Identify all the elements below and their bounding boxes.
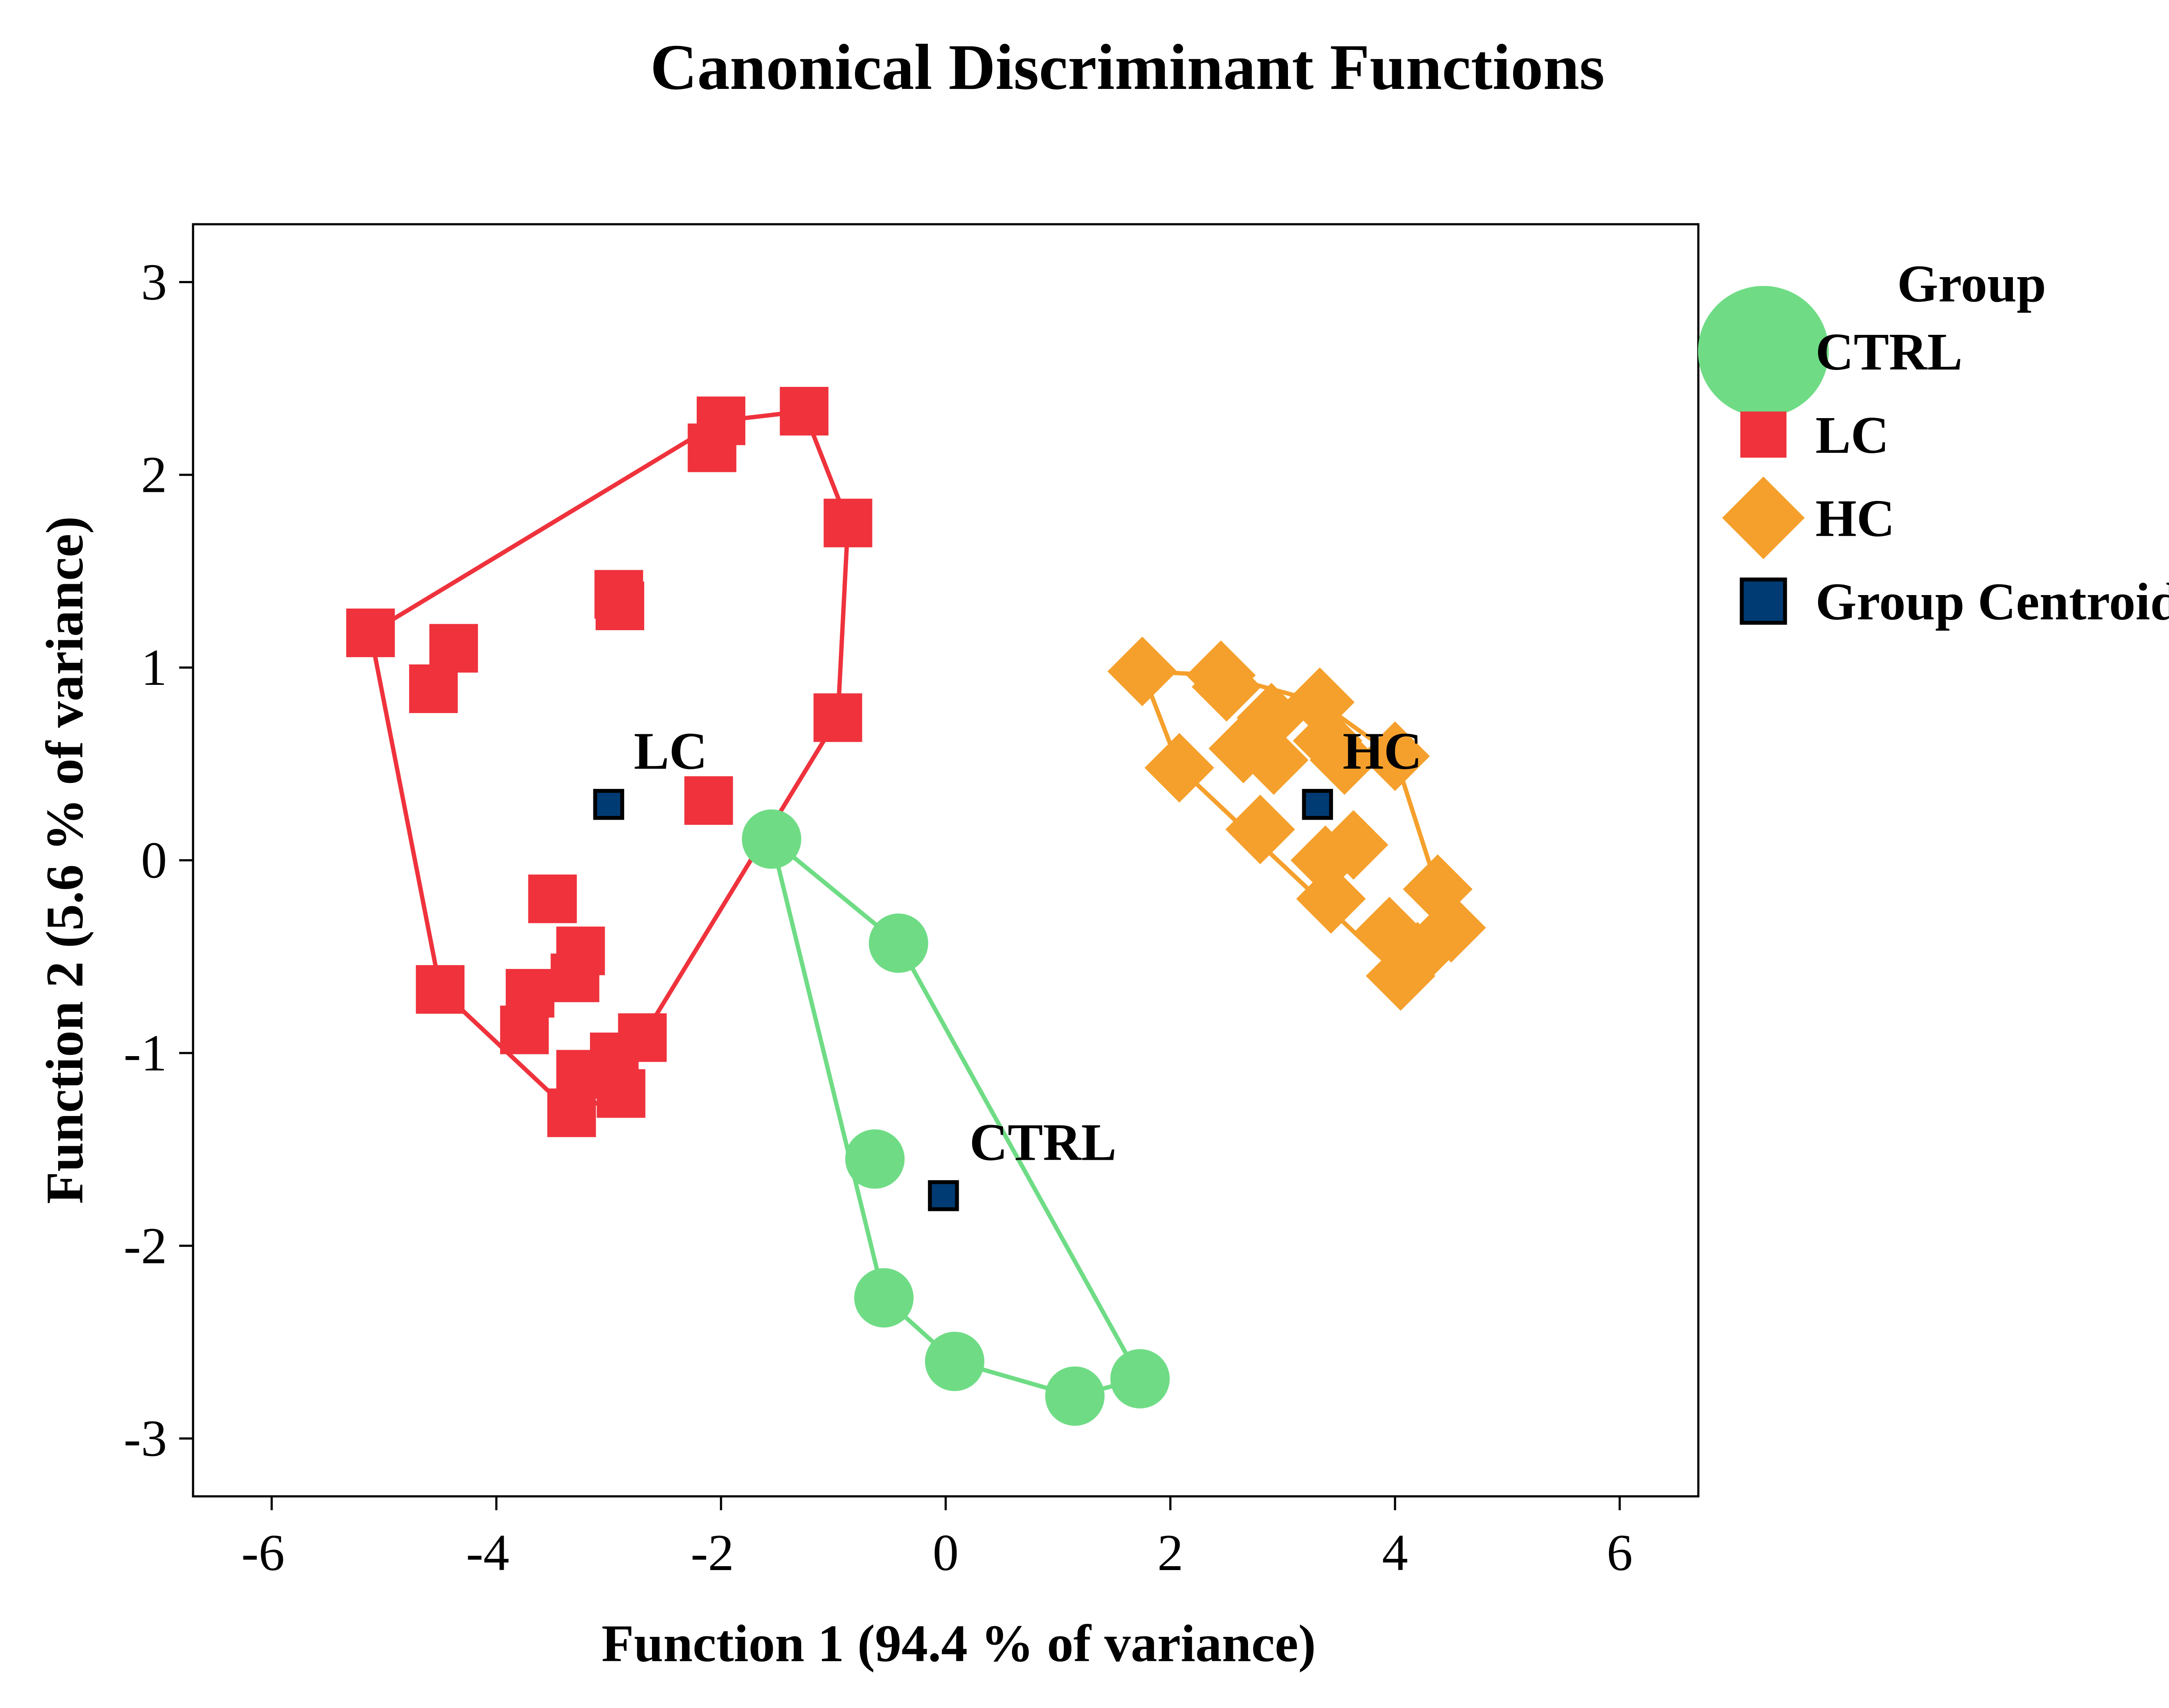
ctrl-point [925,1332,985,1391]
hc-point [1291,825,1360,895]
hc-point [1293,706,1363,776]
hc-point [1107,636,1177,707]
lc-point [550,953,600,1002]
y-tick-label: 1 [141,638,167,696]
group-centroids: LC HC CTRL [593,722,1422,1211]
hc-point [1366,941,1436,1011]
hc-centroid [1302,789,1333,820]
x-tick-label: 2 [1157,1524,1183,1581]
hc-point [1285,667,1355,737]
y-tick-label: -3 [124,1410,167,1467]
x-axis: -6 -4 -2 0 2 4 6 [241,1496,1633,1581]
y-tick-label: 2 [141,446,167,504]
ctrl-point [1110,1349,1170,1409]
hc-point [1296,864,1366,934]
ctrl-centroid [928,1180,959,1211]
lc-point [684,776,733,825]
legend-ctrl-label: CTRL [1815,323,1963,381]
hc-point [1236,683,1307,753]
hc-point [1144,733,1214,803]
lc-point [547,1088,596,1137]
x-tick-label: 6 [1607,1524,1633,1581]
data-points [346,387,1486,1426]
ctrl-point [1045,1366,1105,1426]
y-tick-label: -2 [124,1217,167,1274]
hc-centroid-label: HC [1343,722,1422,781]
lc-point [697,396,746,445]
plot-frame [192,223,1700,1498]
y-tick-label: -1 [124,1024,167,1082]
legend-lc-label: LC [1815,406,1889,465]
x-tick-label: 0 [933,1524,959,1581]
ctrl-point [845,1129,905,1189]
lc-point [500,1005,549,1054]
lc-point [595,581,645,630]
lc-centroid [593,789,624,820]
ctrl-point [742,809,802,869]
legend-hc-label: HC [1815,489,1895,548]
ctrl-point [868,913,928,973]
y-axis-label: Function 2 (5.6 % of variance) [36,516,94,1204]
y-tick-label: 0 [141,831,167,889]
lc-point [813,693,862,742]
hc-point [1225,795,1295,864]
hc-point [1238,725,1309,795]
legend-lc-swatch [1740,411,1787,458]
x-tick-label: -6 [241,1524,285,1581]
hc-point [1208,713,1278,783]
hc-point [1192,652,1261,722]
hc-point [1310,725,1379,795]
lc-point [409,664,458,713]
lc-point [596,1069,645,1118]
y-tick-label: 3 [141,253,167,311]
x-axis-label: Function 1 (94.4 % of variance) [602,1614,1316,1673]
y-axis: -3 -2 -1 0 1 2 3 [124,253,193,1467]
lc-point [528,874,577,923]
chart-title: Canonical Discriminant Functions [650,31,1605,103]
legend-hc-swatch [1722,476,1805,560]
legend-ctrl-swatch [1698,286,1829,417]
hc-point [1360,721,1430,791]
lc-point [780,387,829,436]
x-tick-label: 4 [1382,1524,1408,1581]
legend-title: Group [1897,255,2046,313]
lc-centroid-label: LC [634,722,707,781]
legend-group-centroid-label: Group Centroid [1815,573,2169,631]
hc-point [1416,893,1486,963]
hc-point [1354,897,1425,967]
legend-group-centroid-swatch [1740,577,1787,625]
x-tick-label: -4 [466,1524,509,1581]
lc-point [346,609,395,658]
lc-point [416,965,465,1014]
x-tick-label: -2 [691,1524,734,1581]
lc-point [823,498,872,547]
legend: Group CTRL LC HC Group Centroid [1698,255,2169,631]
ctrl-point [854,1268,914,1328]
ctrl-centroid-label: CTRL [970,1113,1117,1172]
